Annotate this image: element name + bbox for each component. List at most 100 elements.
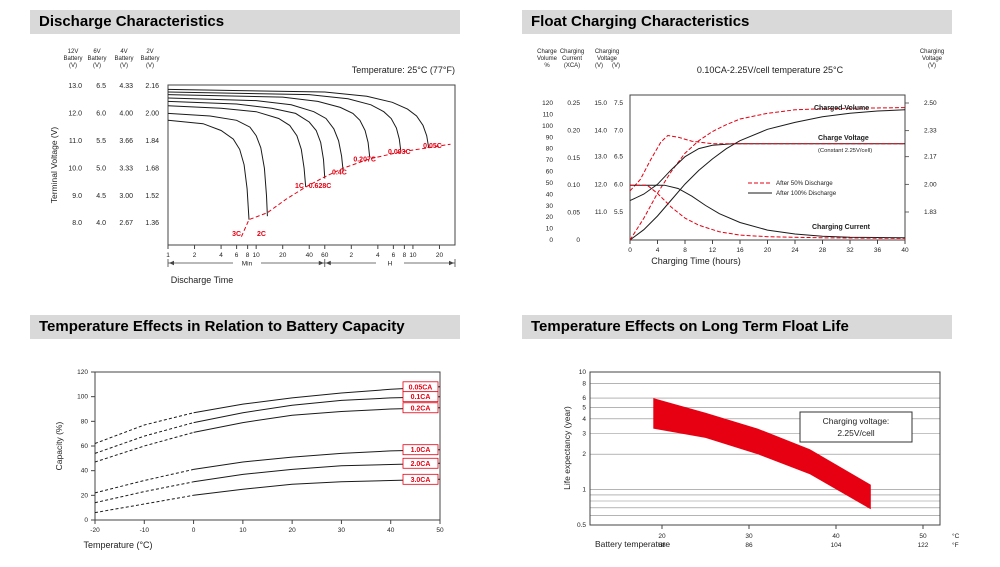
svg-text:Voltage: Voltage xyxy=(597,56,618,62)
svg-text:16: 16 xyxy=(736,247,744,254)
svg-text:100: 100 xyxy=(542,123,553,130)
svg-text:(V): (V) xyxy=(69,63,77,69)
svg-text:1.0CA: 1.0CA xyxy=(411,447,431,454)
svg-text:1.52: 1.52 xyxy=(145,193,159,200)
svg-text:7.0: 7.0 xyxy=(614,128,623,135)
svg-text:3.0CA: 3.0CA xyxy=(411,477,431,484)
capacity-curve-0.05CA: 0.05CA xyxy=(94,381,441,444)
svg-text:70: 70 xyxy=(546,157,554,164)
svg-text:8: 8 xyxy=(246,252,250,259)
svg-text:After 100% Discharge: After 100% Discharge xyxy=(776,190,837,197)
svg-text:11.0: 11.0 xyxy=(69,138,82,145)
svg-text:4: 4 xyxy=(376,252,380,259)
svg-text:(Constant 2.25V/cell): (Constant 2.25V/cell) xyxy=(818,148,872,154)
svg-text:20: 20 xyxy=(279,252,287,259)
svg-text:%: % xyxy=(544,63,550,69)
svg-text:0.05: 0.05 xyxy=(567,210,580,217)
svg-text:2V: 2V xyxy=(146,49,153,55)
svg-text:2.00: 2.00 xyxy=(924,181,937,188)
svg-text:10: 10 xyxy=(546,226,554,233)
svg-text:0.10CA-2.25V/cell temperature: 0.10CA-2.25V/cell temperature 25°C xyxy=(697,65,844,75)
svg-text:12.0: 12.0 xyxy=(594,181,607,188)
svg-text:2.00: 2.00 xyxy=(145,111,159,118)
svg-text:2.25V/cell: 2.25V/cell xyxy=(837,428,874,438)
svg-text:6.5: 6.5 xyxy=(614,154,623,161)
svg-text:Charging: Charging xyxy=(560,49,584,55)
svg-text:4: 4 xyxy=(219,252,223,259)
svg-text:2.50: 2.50 xyxy=(924,100,937,107)
capacity-curve-0.1CA: 0.1CA xyxy=(94,391,441,454)
svg-text:12.0: 12.0 xyxy=(68,111,82,118)
svg-text:4.00: 4.00 xyxy=(119,111,133,118)
svg-text:104: 104 xyxy=(831,542,842,549)
svg-text:10: 10 xyxy=(239,527,247,534)
svg-text:0: 0 xyxy=(628,247,632,254)
svg-text:28: 28 xyxy=(819,247,827,254)
float-series-percent-solid xyxy=(629,109,906,241)
svg-text:10.0: 10.0 xyxy=(68,165,82,172)
svg-text:4.0: 4.0 xyxy=(96,220,106,227)
svg-text:36: 36 xyxy=(874,247,882,254)
svg-text:0.20: 0.20 xyxy=(567,127,580,134)
svg-text:4.5: 4.5 xyxy=(96,193,106,200)
svg-text:0: 0 xyxy=(84,517,88,524)
svg-text:60: 60 xyxy=(321,252,329,259)
svg-text:0.2CA: 0.2CA xyxy=(411,405,431,412)
float-series-cell_v-dashed xyxy=(629,134,905,192)
float-series-percent-dashed xyxy=(629,107,906,241)
svg-text:40: 40 xyxy=(546,191,554,198)
svg-text:120: 120 xyxy=(77,369,88,376)
svg-text:20: 20 xyxy=(289,527,297,534)
svg-text:80: 80 xyxy=(81,418,89,425)
svg-text:Charging: Charging xyxy=(920,49,944,55)
svg-text:0.05C: 0.05C xyxy=(423,143,442,150)
svg-text:2: 2 xyxy=(582,451,586,458)
float-life-chart-svg: 1086543210.5206830864010450122°C°FBatter… xyxy=(562,369,960,549)
svg-text:30: 30 xyxy=(546,203,554,210)
svg-text:40: 40 xyxy=(832,533,840,540)
svg-text:0.4C: 0.4C xyxy=(332,169,347,176)
svg-text:Charge: Charge xyxy=(537,49,557,55)
svg-text:10: 10 xyxy=(409,252,417,259)
float-series-current-dashed xyxy=(630,184,906,239)
svg-text:3C: 3C xyxy=(232,231,241,238)
svg-text:12V: 12V xyxy=(68,49,79,55)
svg-text:30: 30 xyxy=(745,533,753,540)
svg-text:Charging: Charging xyxy=(595,49,619,55)
svg-text:14.0: 14.0 xyxy=(594,128,607,135)
svg-text:Battery: Battery xyxy=(140,56,159,62)
svg-text:(V): (V) xyxy=(595,63,603,69)
svg-text:Volume: Volume xyxy=(537,56,558,62)
svg-text:H: H xyxy=(388,261,393,268)
discharge-cutoff-line xyxy=(240,143,451,237)
svg-text:50: 50 xyxy=(546,180,554,187)
svg-text:110: 110 xyxy=(543,111,554,118)
svg-text:Current: Current xyxy=(562,56,582,62)
panel-title-float-charging: Float Charging Characteristics xyxy=(522,10,952,34)
svg-text:Temperature: 25°C (77°F): Temperature: 25°C (77°F) xyxy=(352,65,455,75)
svg-text:60: 60 xyxy=(81,443,89,450)
panel-title-float-life: Temperature Effects on Long Term Float L… xyxy=(522,315,952,339)
svg-text:40: 40 xyxy=(306,252,314,259)
svg-text:(XCA): (XCA) xyxy=(564,63,580,69)
svg-text:2.67: 2.67 xyxy=(119,220,133,227)
svg-text:8: 8 xyxy=(683,247,687,254)
svg-text:13.0: 13.0 xyxy=(68,83,82,90)
discharge-curve-0.628C: 0.628C xyxy=(167,100,331,190)
svg-text:86: 86 xyxy=(745,542,753,549)
svg-text:0.15: 0.15 xyxy=(567,155,580,162)
svg-text:90: 90 xyxy=(546,134,554,141)
svg-text:20: 20 xyxy=(81,492,89,499)
svg-text:Voltage: Voltage xyxy=(922,56,943,62)
svg-text:Life expectancy (year): Life expectancy (year) xyxy=(562,406,572,490)
svg-text:1.84: 1.84 xyxy=(145,138,159,145)
svg-text:8: 8 xyxy=(582,380,586,387)
panel-discharge-characteristics: 12V Battery (V) 13.0 12.0 11.0 10.0 9.0 8.0 6V Bat… xyxy=(0,0,500,300)
svg-text:6.0: 6.0 xyxy=(96,111,106,118)
svg-text:80: 80 xyxy=(546,146,554,153)
svg-text:0.5: 0.5 xyxy=(577,522,586,529)
svg-text:15.0: 15.0 xyxy=(594,100,607,107)
svg-text:0.25: 0.25 xyxy=(567,100,580,107)
svg-text:68: 68 xyxy=(658,542,666,549)
panel-temperature-capacity: 0 20 40 60 80 100 120 -20 -10 0 10 20 30 40 50 Capacity… xyxy=(0,300,500,567)
